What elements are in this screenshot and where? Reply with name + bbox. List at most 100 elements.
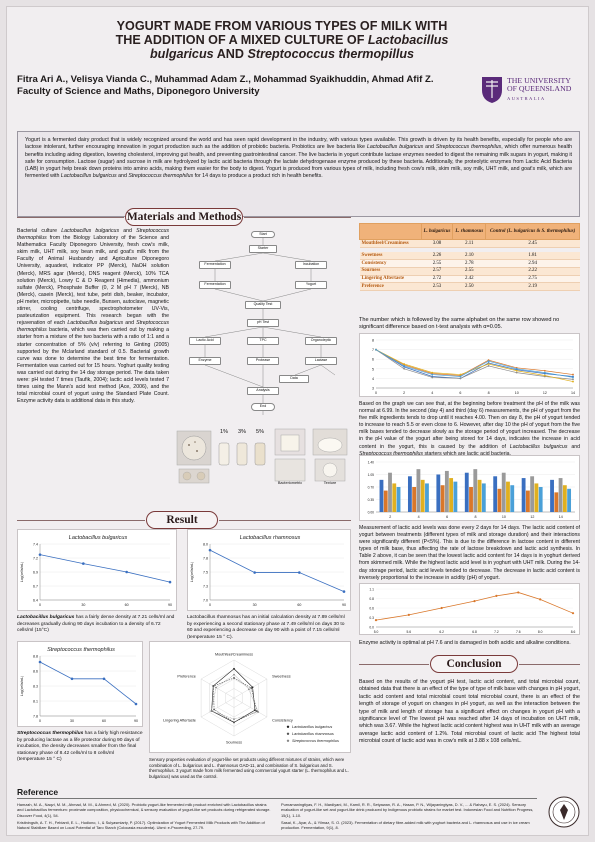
y-tick-label: 8 — [372, 339, 374, 343]
chart-title: Lactobacillus bulgaricus — [69, 535, 128, 541]
flow-node-end: End — [251, 403, 275, 411]
divider — [17, 520, 145, 521]
y-tick-label: 7.2 — [33, 557, 38, 561]
radar-point — [233, 673, 235, 676]
radar-point — [233, 721, 235, 724]
x-tick-label: 6 — [446, 515, 448, 519]
legend-marker — [286, 725, 290, 728]
table-header — [359, 223, 422, 240]
photo-graphics — [176, 428, 348, 484]
introduction: Yogurt is a fermented dairy product that… — [17, 131, 580, 217]
bar — [534, 483, 539, 512]
y-tick-label: 4 — [372, 377, 374, 381]
methods-heading: Materials and Methods — [125, 208, 243, 226]
bar — [521, 478, 526, 512]
y-tick-label: 3 — [372, 387, 374, 391]
data-point — [440, 606, 443, 610]
data-point — [572, 376, 574, 379]
crest-icon — [482, 77, 502, 103]
photo-label: 5% — [256, 429, 264, 435]
data-point — [515, 369, 518, 372]
radar-axis-label: Sweetness — [272, 675, 291, 679]
divider — [219, 520, 351, 521]
y-tick-label: 8.6 — [33, 670, 38, 674]
x-tick-label: 90 — [134, 719, 138, 723]
enzyme-chart: 0.0 0.3 0.6 0.8 1.1 5.0 5.6 6.2 6.8 7.2 7.6 8.0 8.6 — [359, 583, 580, 635]
lb-chart-svg: Lactobacillus bulgaricus 6.4 6.7 6.9 7.2 7.4 0… — [20, 535, 172, 607]
reference-list: Hamzah, M. A., Naqvi, M. M., Ahmad, M. M… — [17, 802, 537, 832]
method-photos: 1% 3% 5% Bacteriometric Texture — [175, 427, 351, 487]
lactic-acid-chart: 0.00 0.35 0.70 1.05 1.40 2 4 6 8 10 12 14 — [359, 455, 580, 521]
x-tick-label: 60 — [102, 719, 106, 723]
radar-point — [233, 718, 235, 720]
bar — [420, 479, 425, 512]
radar-caption: Sensory properties evaluation of yogurt-… — [149, 757, 349, 779]
photo-caption: Bacteriometric — [277, 481, 303, 485]
x-tick-label: 0 — [375, 391, 377, 395]
series-line — [375, 349, 574, 382]
flow-node: Lactic Acid — [189, 337, 221, 345]
st-chart-svg: Streptococcus thermophilus 7.8 8.1 8.3 8.6 8.… — [20, 647, 138, 723]
enzyme-chart-svg: 0.0 0.3 0.6 0.8 1.1 5.0 5.6 6.2 6.8 7.2 7.6 8.0 8.6 — [369, 588, 575, 635]
data-point — [70, 677, 74, 681]
radar-point — [212, 685, 215, 688]
x-tick-label: 12 — [530, 515, 534, 519]
x-tick-label: 0 — [209, 603, 211, 607]
y-tick-label: 0.3 — [369, 616, 374, 620]
lr-viability-chart: Lactobacillus rhamnosus 7.0 7.3 7.5 7.8 8.0 0 3… — [187, 529, 351, 611]
sensory-table: L. bulgaricus L. rhamnosus Control (L. b… — [359, 223, 580, 292]
flow-node-start: Start — [251, 231, 275, 238]
series-line — [375, 349, 574, 380]
bar — [444, 470, 449, 512]
data-point — [571, 612, 575, 615]
data-point — [572, 373, 574, 376]
data-point — [572, 378, 574, 381]
data-point — [431, 376, 434, 379]
flow-node: Data — [279, 375, 309, 383]
flow-node: Fermentation — [199, 281, 231, 289]
x-tick-label: 30 — [81, 603, 85, 607]
y-tick-label: 6.7 — [33, 585, 38, 589]
y-tick-label: 6.9 — [33, 571, 38, 575]
conclusion-heading: Conclusion — [430, 655, 518, 673]
radar-point — [247, 688, 250, 691]
photo-caption: Texture — [323, 481, 337, 485]
y-tick-label: 8.8 — [33, 655, 38, 659]
bar — [538, 487, 543, 512]
x-tick-label: 10 — [515, 391, 519, 395]
radar-axis-label: Lingering Aftertaste — [163, 719, 196, 723]
flowchart-connectors — [204, 238, 336, 415]
radar-point — [233, 667, 235, 670]
poster-title: YOGURT MADE FROM VARIOUS TYPES OF MILK W… — [115, 19, 449, 61]
x-tick-label: 2 — [389, 515, 391, 519]
bar — [412, 487, 417, 512]
flow-node: Enzyme — [189, 357, 221, 365]
legend-label: Streptococcus thermophilus — [292, 739, 339, 743]
author-list: Fitra Ari A., Velisya Vianda C., Muhamma… — [17, 74, 434, 85]
y-tick-label: 8.1 — [33, 700, 38, 704]
x-tick-label: 0 — [39, 603, 41, 607]
data-point — [495, 594, 498, 598]
y-tick-label: 7.5 — [203, 571, 208, 575]
enzyme-caption: Enzyme activity is optimal at pH 7.6 and… — [359, 640, 571, 646]
bar — [392, 483, 397, 512]
data-point — [459, 375, 462, 378]
legend-marker — [286, 732, 290, 735]
table-header: L. bulgaricus — [420, 223, 454, 240]
x-tick-label: 4 — [418, 515, 420, 519]
x-tick-label: 14 — [559, 515, 563, 519]
table-row: Preference 2.53 2.50 2.19 — [359, 282, 580, 292]
radar-point — [215, 686, 217, 689]
bar — [379, 479, 384, 512]
bar — [481, 483, 486, 512]
legend-label: Lactobacillus bulgaricus — [292, 725, 332, 729]
table-note: The number which is followed by the same… — [359, 317, 560, 331]
data-point — [298, 571, 301, 574]
y-tick-label: 5 — [372, 367, 374, 371]
reference-item: Hamzah, M. A., Naqvi, M. M., Ahmad, M. M… — [17, 802, 271, 818]
x-tick-label: 7.2 — [494, 630, 499, 634]
result-heading: Result — [146, 511, 218, 529]
data-point — [515, 367, 518, 370]
lb-viability-chart: Lactobacillus bulgaricus 6.4 6.7 6.9 7.2 7.4 0… — [17, 529, 177, 611]
radar-axis — [233, 697, 268, 718]
